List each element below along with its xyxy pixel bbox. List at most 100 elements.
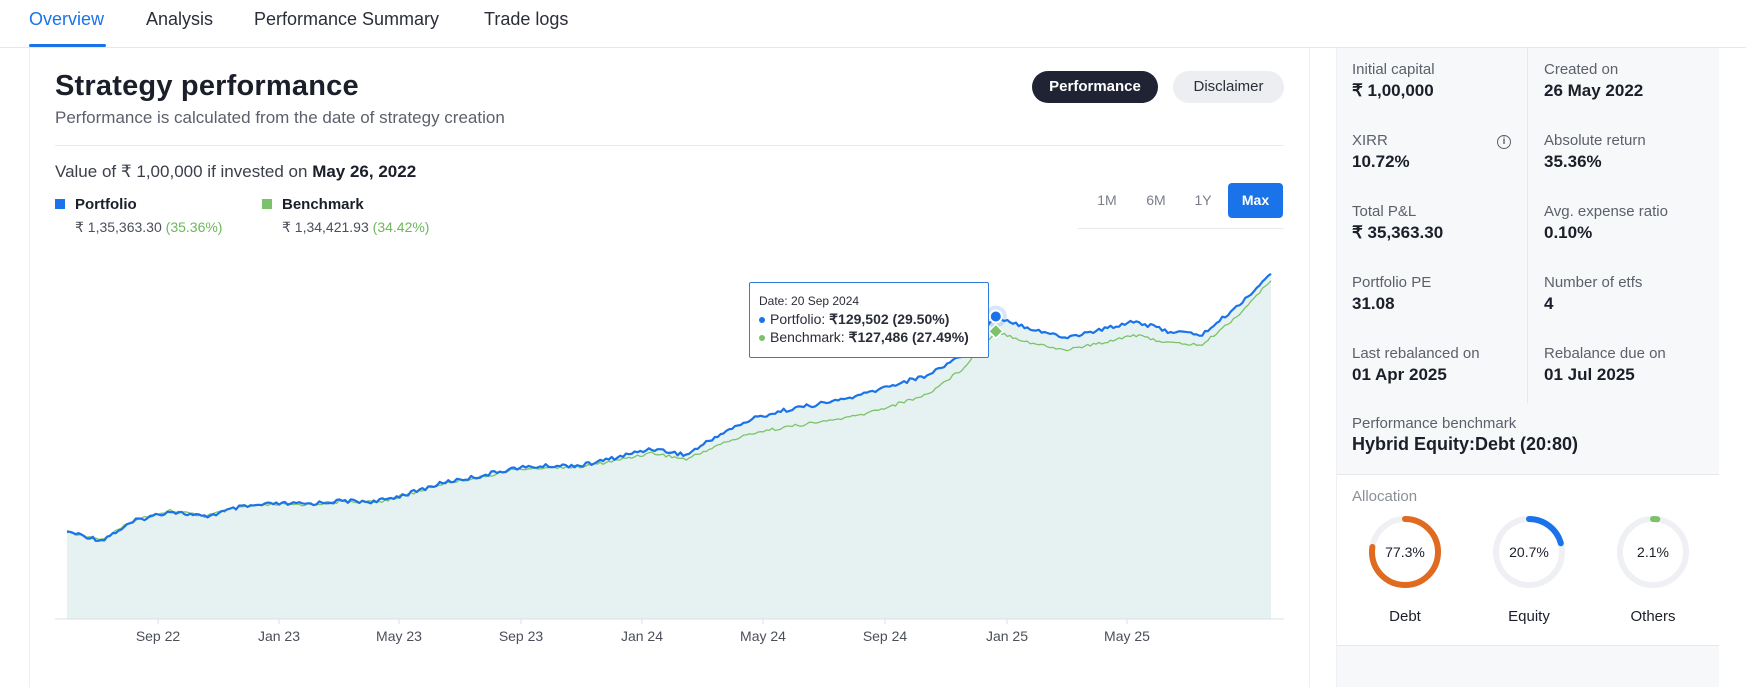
stat-value: 31.08 [1352, 294, 1395, 313]
stat-value: ₹ 35,363.30 [1352, 223, 1444, 242]
x-tick-label: Sep 23 [499, 628, 544, 644]
benchmark-line [66, 280, 1272, 540]
stat-absolute-return: Absolute return 35.36% [1529, 119, 1719, 191]
portfolio-pct: (35.36%) [165, 219, 223, 235]
x-tick-label: May 23 [376, 628, 422, 644]
range-selector: 1M 6M 1Y Max [1078, 173, 1284, 229]
donut-equity[interactable]: 20.7% Equity [1489, 512, 1569, 625]
portfolio-area [67, 273, 1271, 619]
x-tick-label: Jan 25 [986, 628, 1028, 644]
chart-tooltip: Date: 20 Sep 2024 Portfolio: ₹129,502 (2… [749, 282, 989, 358]
x-axis-ticks: Sep 22 Jan 23 May 23 Sep 23 Jan 24 May 24 Sep … [136, 619, 1150, 644]
x-tick-label: May 24 [740, 628, 786, 644]
stat-value: 35.36% [1544, 152, 1602, 171]
performance-chart[interactable]: Sep 22 Jan 23 May 23 Sep 23 Jan 24 May 24 Sep … [55, 240, 1284, 660]
page-title: Strategy performance [55, 70, 359, 102]
performance-button[interactable]: Performance [1032, 71, 1158, 103]
series-lines [66, 272, 1272, 542]
hover-marker [984, 305, 1007, 340]
active-tab-indicator [29, 44, 106, 47]
x-tick-label: Jan 23 [258, 628, 300, 644]
stat-value: 01 Jul 2025 [1544, 365, 1635, 384]
investment-summary: Value of ₹ 1,00,000 if invested on May 2… [55, 162, 416, 182]
donut-arc [1617, 516, 1689, 588]
tab-performance-summary[interactable]: Performance Summary [254, 9, 440, 29]
donut-arc [1369, 516, 1441, 588]
stat-initial-capital: Initial capital ₹ 1,00,000 [1337, 48, 1527, 120]
stat-label: Created on [1544, 61, 1619, 78]
donut-equity-ring [1493, 516, 1565, 588]
stat-label: Rebalance due on [1544, 345, 1666, 362]
stat-portfolio-pe: Portfolio PE 31.08 [1337, 261, 1527, 333]
tab-trade-logs[interactable]: Trade logs [484, 9, 569, 29]
tooltip-date: Date: 20 Sep 2024 [759, 294, 860, 308]
stat-rebalance-due: Rebalance due on 01 Jul 2025 [1529, 332, 1719, 404]
tooltip-portfolio: Portfolio: ₹129,502 (29.50%) [759, 311, 949, 328]
donut-others[interactable]: 2.1% Others [1613, 512, 1693, 625]
legend-benchmark-name: Benchmark [282, 196, 364, 213]
donut-debt[interactable]: 77.3% Debt [1365, 512, 1445, 625]
stat-label: Total P&L [1352, 203, 1417, 220]
stat-xirr: XIRR i 10.72% [1337, 119, 1527, 191]
legend-portfolio-value: ₹ 1,35,363.30 (35.36%) [75, 219, 222, 236]
benchmark-amount: ₹ 1,34,421.93 [282, 219, 369, 235]
info-icon[interactable]: i [1497, 135, 1511, 149]
range-6m[interactable]: 6M [1146, 192, 1166, 208]
performance-benchmark: Performance benchmark Hybrid Equity:Debt… [1337, 403, 1719, 475]
stat-created-on: Created on 26 May 2022 [1529, 48, 1719, 120]
tab-bar: Overview Analysis Performance Summary Tr… [0, 0, 1746, 48]
donut-debt-name: Debt [1389, 608, 1421, 625]
donut-debt-ring [1369, 516, 1441, 588]
portfolio-swatch [55, 199, 65, 209]
benchmark-hover-point [987, 323, 1004, 340]
divider [55, 145, 1284, 146]
stat-last-rebalanced: Last rebalanced on 01 Apr 2025 [1337, 332, 1527, 404]
donut-debt-pct: 77.3% [1385, 544, 1425, 560]
stat-label: Last rebalanced on [1352, 345, 1480, 362]
tooltip-portfolio-dot [759, 317, 765, 324]
page-subtitle: Performance is calculated from the date … [55, 108, 505, 127]
x-tick-label: Jan 24 [621, 628, 663, 644]
stat-number-of-etfs: Number of etfs 4 [1529, 261, 1719, 333]
range-1m[interactable]: 1M [1097, 192, 1117, 208]
stat-value: 10.72% [1352, 152, 1410, 171]
stat-label: Avg. expense ratio [1544, 203, 1668, 220]
area-fill-group [67, 273, 1271, 619]
allocation-label: Allocation [1352, 488, 1418, 505]
invested-amount: ₹ 1,00,000 [120, 162, 203, 181]
tooltip-benchmark-label: Benchmark: [770, 329, 849, 345]
benchmark-pct: (34.42%) [372, 219, 430, 235]
range-1y[interactable]: 1Y [1194, 192, 1212, 208]
donut-others-ring [1617, 516, 1689, 588]
x-tick-label: Sep 24 [863, 628, 908, 644]
stat-label: Absolute return [1544, 132, 1646, 149]
stat-value: 01 Apr 2025 [1352, 365, 1447, 384]
donut-arc [1493, 516, 1565, 588]
portfolio-hover-point [988, 309, 1003, 324]
stat-label: Portfolio PE [1352, 274, 1432, 291]
portfolio-line [67, 272, 1272, 542]
stat-value: ₹ 1,00,000 [1352, 81, 1434, 100]
tab-analysis[interactable]: Analysis [146, 9, 214, 29]
value-prefix: Value of [55, 162, 121, 181]
stat-value: 0.10% [1544, 223, 1593, 242]
stat-label: Initial capital [1352, 61, 1435, 78]
tooltip-portfolio-label: Portfolio: [770, 311, 830, 327]
tooltip-benchmark-dot [759, 335, 765, 342]
benchmark-swatch [262, 199, 272, 209]
disclaimer-button[interactable]: Disclaimer [1173, 71, 1284, 103]
stat-total-pnl: Total P&L ₹ 35,363.30 [1337, 190, 1527, 262]
invested-date: May 26, 2022 [312, 162, 417, 181]
donut-equity-pct: 20.7% [1509, 544, 1549, 560]
allocation-section: Allocation 77.3% Debt 20.7% Equity 2.1% … [1337, 475, 1719, 646]
tab-overview[interactable]: Overview [29, 9, 105, 29]
side-panel-column-divider [1527, 48, 1528, 403]
performance-card [29, 48, 1310, 687]
benchmark-value: Hybrid Equity:Debt (20:80) [1352, 434, 1579, 454]
donut-others-pct: 2.1% [1637, 544, 1669, 560]
range-max[interactable]: Max [1228, 183, 1283, 218]
stat-label: XIRR [1352, 132, 1388, 149]
tooltip-portfolio-value: ₹129,502 (29.50%) [829, 311, 950, 327]
value-middle: if invested on [202, 162, 313, 181]
stat-expense-ratio: Avg. expense ratio 0.10% [1529, 190, 1719, 262]
